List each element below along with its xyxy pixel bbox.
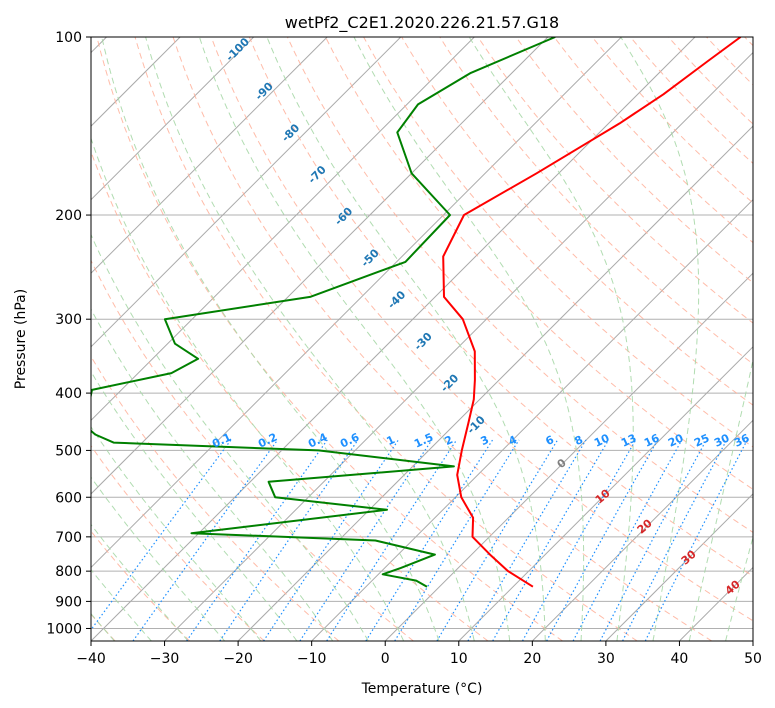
x-tick-label: −10 — [297, 651, 327, 667]
moist-adiabat-line — [91, 476, 225, 641]
x-tick-label: 10 — [450, 651, 468, 667]
mixing-ratio-line — [219, 439, 359, 641]
moist-adiabat-line — [91, 426, 262, 641]
dry-adiabat-line — [172, 37, 713, 641]
x-tick-label: −20 — [223, 651, 253, 667]
mixing-ratio-line — [262, 439, 399, 641]
dry-adiabat-line — [629, 37, 753, 165]
moist-adiabat-line — [688, 357, 753, 641]
y-tick-label: 800 — [55, 564, 82, 580]
moist-adiabat-line — [91, 233, 369, 641]
mixing-ratio-label: 20 — [666, 431, 686, 449]
mixing-ratio-label: 30 — [712, 431, 732, 449]
moist-adiabat-line — [91, 308, 334, 641]
y-tick-label: 300 — [55, 312, 82, 328]
isotherm-line — [752, 640, 753, 641]
dry-adiabat-line — [134, 37, 638, 641]
isotherm-line — [458, 346, 753, 641]
moist-adiabat-line — [91, 523, 189, 641]
y-tick-label: 500 — [55, 443, 82, 459]
dry-adiabat-line — [591, 37, 753, 204]
mixing-ratio-line — [599, 439, 707, 641]
isotherm-line — [164, 51, 753, 641]
mixing-ratio-label: 25 — [692, 431, 711, 449]
moist-adiabat-line — [266, 37, 546, 641]
isotherm-line — [237, 125, 753, 641]
mixing-ratio-line — [436, 439, 559, 641]
dry-adiabat-line — [248, 37, 753, 577]
mixing-ratio-line — [492, 439, 610, 641]
moist-adiabat-line — [725, 535, 753, 641]
mixing-ratio-line — [132, 439, 279, 641]
mixing-ratio-line — [186, 439, 328, 641]
mixing-ratio-label: 16 — [642, 431, 662, 449]
x-tick-label: 20 — [523, 651, 541, 667]
mixing-ratio-line — [622, 439, 728, 641]
moist-adiabat-line — [91, 136, 405, 641]
temperature-profile-line — [442, 37, 742, 588]
x-tick-label: 30 — [597, 651, 615, 667]
x-axis-label: Temperature (°C) — [361, 681, 483, 697]
mixing-ratio-line — [394, 439, 520, 641]
isotherm-line — [91, 37, 622, 569]
moist-adiabat-line — [198, 37, 511, 641]
x-tick-label: 50 — [744, 651, 762, 667]
y-tick-label: 1000 — [46, 621, 82, 637]
moist-adiabat-line — [101, 37, 440, 641]
dry-adiabat-line — [363, 37, 753, 448]
mixing-ratio-label: 10 — [592, 431, 612, 449]
isotherm-line — [384, 272, 753, 641]
isotherm-line — [91, 37, 402, 348]
chart-title: wetPf2_C2E1.2020.226.21.57.G18 — [285, 13, 559, 33]
moist-adiabat-line — [145, 37, 475, 641]
dry-adiabat-line — [325, 37, 753, 490]
moist-adiabat-line — [353, 37, 585, 641]
dry-adiabat-line — [401, 37, 753, 406]
mixing-ratio-label: 13 — [619, 431, 638, 449]
x-tick-label: −30 — [150, 651, 180, 667]
x-tick-label: 0 — [381, 651, 390, 667]
moist-adiabat-line — [91, 568, 152, 641]
mixing-ratio-line — [644, 439, 748, 641]
mixing-ratio-line — [521, 439, 637, 641]
y-tick-label: 900 — [55, 594, 82, 610]
y-tick-label: 400 — [55, 386, 82, 402]
isotherm-line — [91, 37, 255, 201]
isotherm-line — [91, 37, 328, 274]
y-tick-label: 600 — [55, 490, 82, 506]
mixing-ratio-label: 36 — [732, 431, 752, 449]
dry-adiabat-line — [91, 444, 265, 641]
x-tick-label: 40 — [671, 651, 689, 667]
y-tick-label: 100 — [55, 30, 82, 46]
dry-adiabat-line — [477, 37, 753, 324]
isotherm-line — [605, 493, 753, 641]
dewpoint-profile-line — [91, 37, 556, 588]
moist-adiabat-line — [91, 370, 298, 641]
y-tick-label: 700 — [55, 530, 82, 546]
mixing-ratio-line — [91, 439, 232, 631]
mixing-ratio-line — [299, 439, 433, 641]
isotherm-line — [531, 419, 753, 641]
dry-adiabat-line — [210, 37, 753, 622]
moist-adiabat-line — [620, 37, 700, 641]
dry-adiabat-line — [286, 37, 753, 533]
plot-frame — [90, 36, 754, 642]
dry-adiabat-line — [91, 259, 414, 641]
mixing-ratio-line — [467, 439, 587, 641]
y-tick-label: 200 — [55, 208, 82, 224]
x-tick-label: −40 — [76, 651, 106, 667]
isotherm-line — [91, 37, 549, 495]
plot-area — [91, 37, 753, 641]
y-axis-label: Pressure (hPa) — [13, 289, 29, 389]
